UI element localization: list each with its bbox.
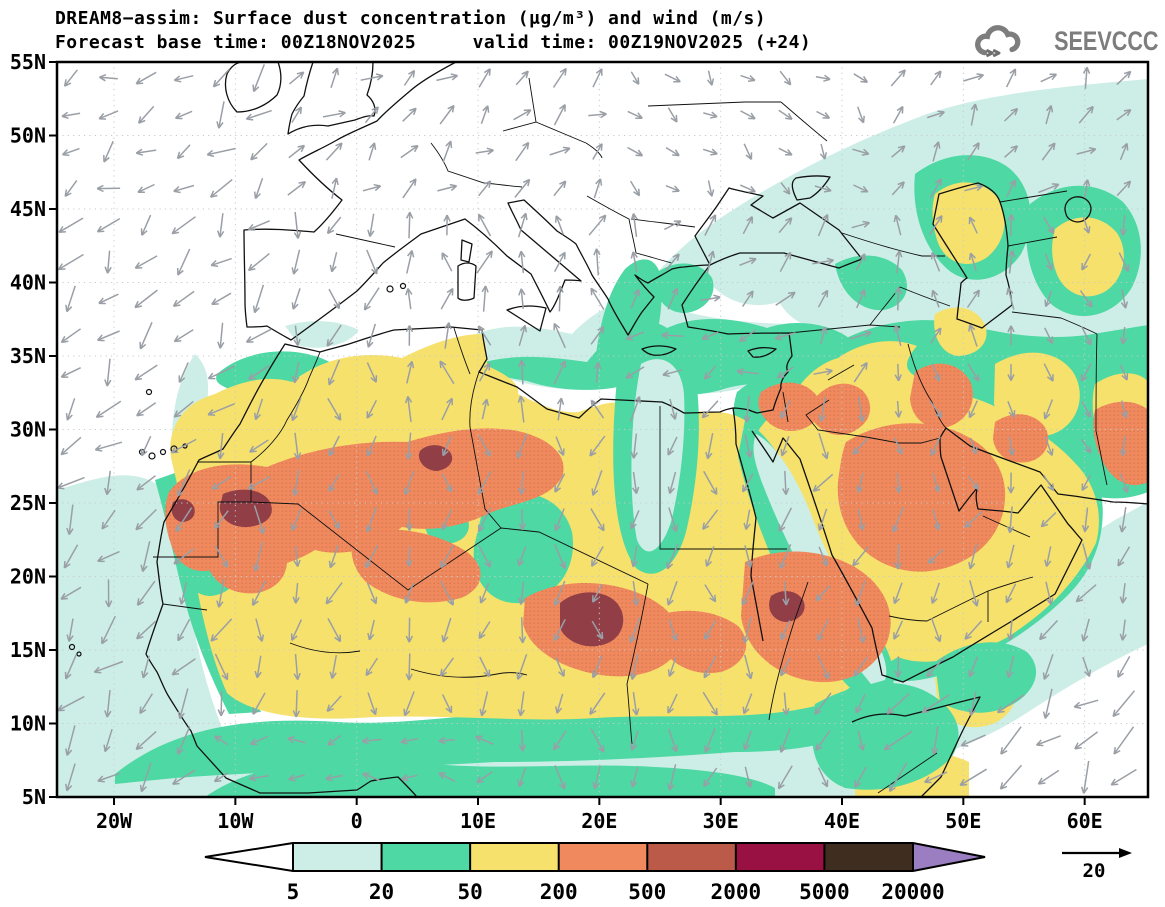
colorbar-tick-label: 50 [457, 880, 482, 904]
wind-field [57, 64, 1137, 794]
lon-tick-label: 60E [1067, 809, 1103, 833]
wind-reference: 20 [1062, 848, 1132, 882]
dust-field [57, 62, 1148, 797]
wind-reference-label: 20 [1083, 860, 1106, 882]
colorbar-tick-label: 5000 [799, 880, 850, 904]
colorbar-tick-label: 2000 [711, 880, 762, 904]
lon-axis: 20W 10W 0 10E 20E 30E 40E 50E 60E [96, 797, 1103, 833]
lat-tick-label: 45N [10, 197, 46, 221]
lat-tick-label: 40N [10, 271, 46, 295]
lon-tick-label: 20W [96, 809, 133, 833]
lon-tick-label: 30E [703, 809, 739, 833]
lon-tick-label: 10E [460, 809, 496, 833]
colorbar-tick-label: 20 [369, 880, 394, 904]
lat-tick-label: 15N [10, 638, 46, 662]
lat-tick-label: 35N [10, 344, 46, 368]
chart-subtitle: Forecast base time: 00Z18NOV2025 valid t… [55, 32, 812, 53]
lon-tick-label: 0 [351, 809, 363, 833]
colorbar-tick-label: 500 [628, 880, 666, 904]
lat-tick-label: 20N [10, 565, 46, 589]
lon-tick-label: 10W [217, 809, 254, 833]
lat-tick-label: 55N [10, 50, 46, 74]
lat-tick-label: 25N [10, 491, 46, 515]
colorbar-tick-label: 20000 [881, 880, 944, 904]
country-borders [153, 77, 1108, 794]
chart-titles: DREAM8−assim: Surface dust concentration… [55, 7, 811, 55]
seevccc-cloud-icon [975, 25, 1021, 58]
lat-tick-label: 50N [10, 124, 46, 148]
seevccc-logo-text: SEEVCCC [1054, 25, 1159, 56]
chart-title: DREAM8−assim: Surface dust concentration… [55, 8, 767, 29]
graticule [57, 62, 1148, 797]
lat-axis: 55N 50N 45N 40N 35N 30N 25N 20N 15N 10N 5N [10, 50, 57, 809]
lat-tick-label: 30N [10, 418, 46, 442]
colorbar-tick-label: 200 [540, 880, 578, 904]
lat-tick-label: 10N [10, 712, 46, 736]
lon-tick-label: 50E [945, 809, 981, 833]
colorbar: 5 20 50 200 500 2000 5000 20000 [204, 842, 986, 904]
lat-tick-label: 5N [22, 785, 46, 809]
colorbar-tick-label: 5 [287, 880, 300, 904]
seevccc-logo: SEEVCCC [970, 20, 1159, 62]
lon-tick-label: 20E [581, 809, 617, 833]
lon-tick-label: 40E [824, 809, 860, 833]
